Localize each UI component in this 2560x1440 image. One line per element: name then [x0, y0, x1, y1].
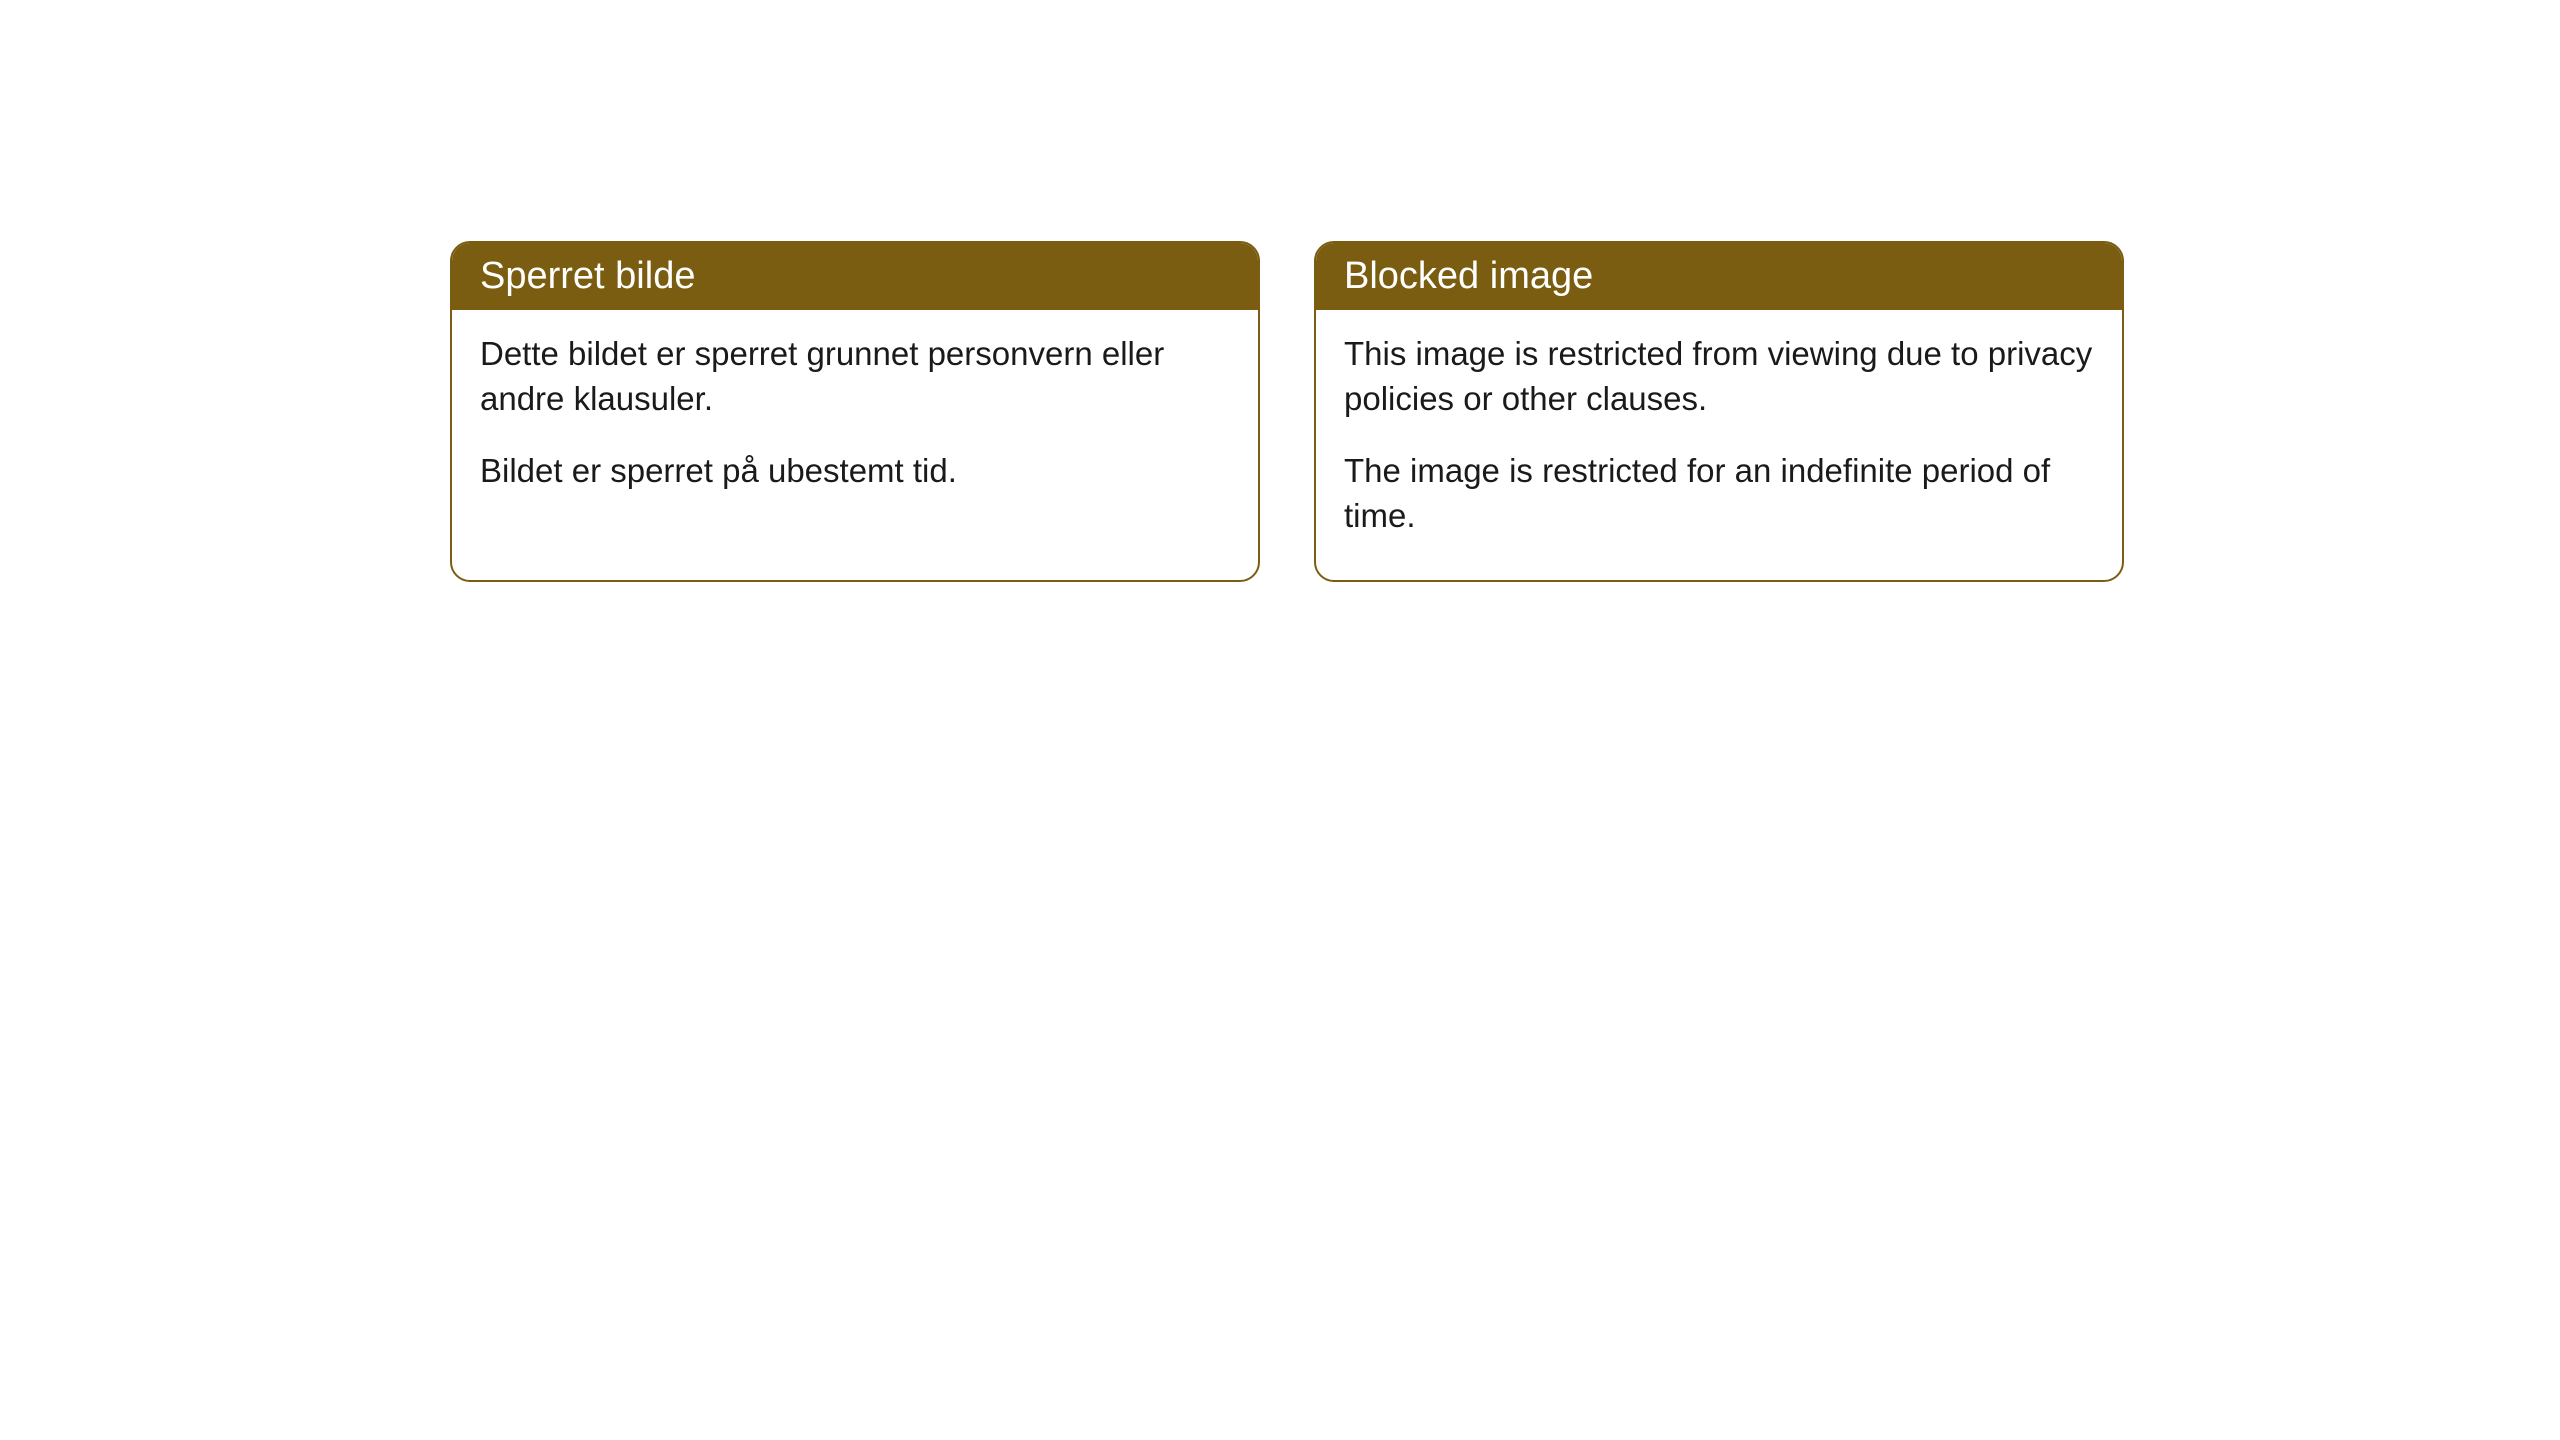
- card-paragraph: This image is restricted from viewing du…: [1344, 332, 2094, 421]
- card-body: This image is restricted from viewing du…: [1316, 310, 2122, 580]
- card-title: Sperret bilde: [480, 255, 695, 297]
- notice-cards-container: Sperret bilde Dette bildet er sperret gr…: [450, 241, 2124, 582]
- card-paragraph: Bildet er sperret på ubestemt tid.: [480, 449, 1230, 494]
- card-title: Blocked image: [1344, 255, 1593, 297]
- card-body: Dette bildet er sperret grunnet personve…: [452, 310, 1258, 536]
- notice-card-english: Blocked image This image is restricted f…: [1314, 241, 2124, 582]
- card-paragraph: Dette bildet er sperret grunnet personve…: [480, 332, 1230, 421]
- card-header: Sperret bilde: [452, 243, 1258, 310]
- notice-card-norwegian: Sperret bilde Dette bildet er sperret gr…: [450, 241, 1260, 582]
- card-paragraph: The image is restricted for an indefinit…: [1344, 449, 2094, 538]
- card-header: Blocked image: [1316, 243, 2122, 310]
